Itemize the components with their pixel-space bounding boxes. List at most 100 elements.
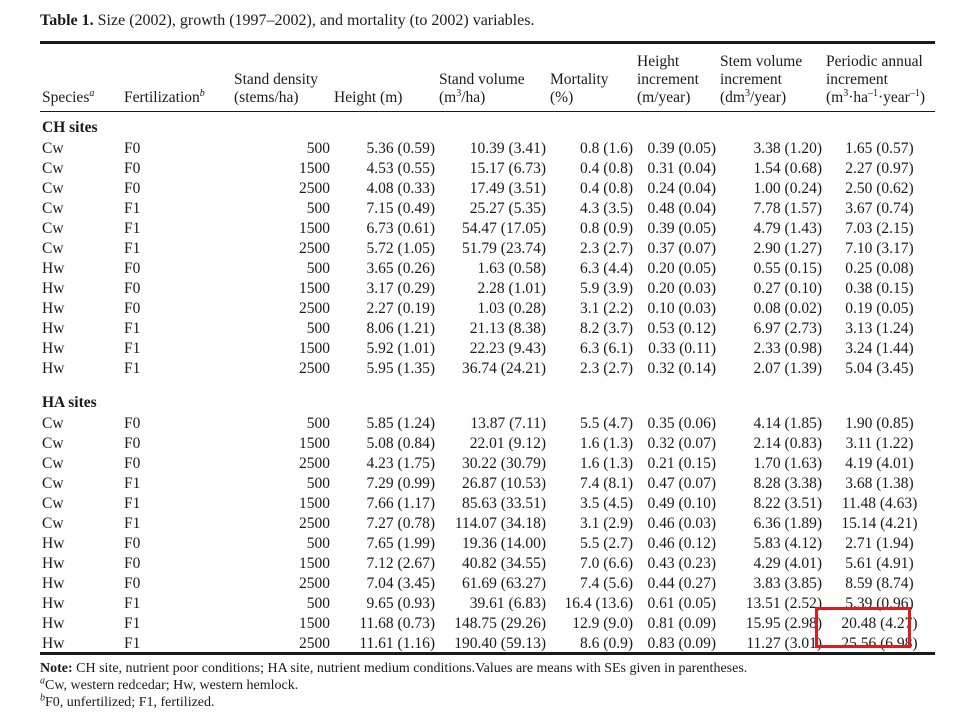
cell-height: 7.27 (0.78)	[366, 515, 435, 532]
cell-stand-density: 2500	[299, 360, 330, 377]
col-species: Speciesa	[42, 87, 95, 106]
cell-stand-density: 500	[306, 320, 330, 337]
cell-mortality: 0.8 (0.9)	[580, 220, 633, 237]
table-row: Cw F1 2500 5.72 (1.05) 51.79 (23.74) 2.3 (2.7…	[40, 239, 935, 259]
table-row: Cw F1 1500 7.66 (1.17) 85.63 (33.51) 3.5 (4.5…	[40, 494, 935, 514]
footnote-b: bF0, unfertilized; F1, fertilized.	[40, 692, 215, 710]
cell-height-increment: 0.32 (0.07)	[647, 435, 716, 452]
table-row: Cw F0 500 5.36 (0.59) 10.39 (3.41) 0.8 (1.6) 0…	[40, 139, 935, 159]
cell-species: Hw	[42, 280, 65, 297]
table-row: Cw F1 500 7.15 (0.49) 25.27 (5.35) 4.3 (3.5) 0…	[40, 199, 935, 219]
cell-height-increment: 0.21 (0.15)	[647, 455, 716, 472]
cell-fertilization: F0	[124, 415, 141, 432]
cell-stand-volume: 36.74 (24.21)	[462, 360, 546, 377]
cell-stand-density: 2500	[299, 635, 330, 652]
cell-stem-volume-increment: 4.29 (4.01)	[753, 555, 822, 572]
cell-stem-volume-increment: 7.78 (1.57)	[753, 200, 822, 217]
cell-height-increment: 0.47 (0.07)	[647, 475, 716, 492]
cell-fertilization: F0	[124, 260, 141, 277]
cell-stand-density: 500	[306, 595, 330, 612]
cell-fertilization: F0	[124, 180, 141, 197]
cell-height: 5.08 (0.84)	[366, 435, 435, 452]
cell-mortality: 5.5 (2.7)	[580, 535, 633, 552]
cell-fertilization: F0	[124, 455, 141, 472]
cell-stem-volume-increment: 13.51 (2.52)	[745, 595, 822, 612]
cell-periodic-annual-increment: 2.50 (0.62)	[845, 180, 914, 197]
cell-height-increment: 0.32 (0.14)	[647, 360, 716, 377]
cell-fertilization: F1	[124, 595, 141, 612]
section-header-row: HA sites	[40, 385, 935, 414]
cell-mortality: 5.5 (4.7)	[580, 415, 633, 432]
cell-species: Cw	[42, 515, 64, 532]
cell-height-increment: 0.20 (0.03)	[647, 280, 716, 297]
cell-fertilization: F1	[124, 475, 141, 492]
cell-periodic-annual-increment: 3.11 (1.22)	[845, 435, 914, 452]
cell-species: Hw	[42, 635, 65, 652]
cell-stand-volume: 10.39 (3.41)	[469, 140, 546, 157]
col-stem-volume-increment: Stem volume increment (dm3/year)	[720, 53, 803, 106]
cell-stand-volume: 30.22 (30.79)	[462, 455, 546, 472]
cell-height: 7.29 (0.99)	[366, 475, 435, 492]
cell-stand-volume: 26.87 (10.53)	[462, 475, 546, 492]
table-row: Hw F1 1500 5.92 (1.01) 22.23 (9.43) 6.3 (6.1)…	[40, 339, 935, 359]
table-row: Hw F0 1500 7.12 (2.67) 40.82 (34.55) 7.0 (6.6…	[40, 554, 935, 574]
cell-mortality: 5.9 (3.9)	[580, 280, 633, 297]
cell-fertilization: F1	[124, 515, 141, 532]
cell-stem-volume-increment: 6.97 (2.73)	[753, 320, 822, 337]
section-header-row: CH sites	[40, 110, 935, 139]
footnote-a: aCw, western redcedar; Hw, western hemlo…	[40, 675, 299, 693]
cell-height: 4.23 (1.75)	[366, 455, 435, 472]
cell-periodic-annual-increment: 3.13 (1.24)	[845, 320, 914, 337]
cell-species: Cw	[42, 180, 64, 197]
cell-stand-volume: 51.79 (23.74)	[462, 240, 546, 257]
cell-height: 7.04 (3.45)	[366, 575, 435, 592]
cell-mortality: 8.6 (0.9)	[580, 635, 633, 652]
cell-species: Hw	[42, 535, 65, 552]
col-height: Height (m)	[334, 89, 403, 106]
cell-height: 7.15 (0.49)	[366, 200, 435, 217]
cell-height-increment: 0.39 (0.05)	[647, 140, 716, 157]
cell-fertilization: F0	[124, 140, 141, 157]
cell-fertilization: F1	[124, 635, 141, 652]
table-row: Hw F0 500 7.65 (1.99) 19.36 (14.00) 5.5 (2.7)…	[40, 534, 935, 554]
cell-stand-volume: 54.47 (17.05)	[462, 220, 546, 237]
cell-fertilization: F1	[124, 200, 141, 217]
cell-height-increment: 0.24 (0.04)	[647, 180, 716, 197]
cell-height: 5.36 (0.59)	[366, 140, 435, 157]
cell-height: 7.12 (2.67)	[366, 555, 435, 572]
cell-height-increment: 0.49 (0.10)	[647, 495, 716, 512]
cell-species: Hw	[42, 575, 65, 592]
cell-stand-density: 1500	[299, 495, 330, 512]
table-notes: Note: CH site, nutrient poor conditions;…	[40, 660, 747, 711]
cell-stand-density: 500	[306, 200, 330, 217]
cell-stand-volume: 148.75 (29.26)	[454, 615, 546, 632]
cell-periodic-annual-increment: 1.90 (0.85)	[845, 415, 914, 432]
cell-stand-density: 2500	[299, 180, 330, 197]
table-row: Hw F1 2500 5.95 (1.35) 36.74 (24.21) 2.3 (2.7…	[40, 359, 935, 379]
cell-stand-volume: 1.03 (0.28)	[477, 300, 546, 317]
cell-mortality: 1.6 (1.3)	[580, 455, 633, 472]
cell-stand-density: 1500	[299, 340, 330, 357]
cell-fertilization: F0	[124, 280, 141, 297]
cell-stand-volume: 1.63 (0.58)	[477, 260, 546, 277]
cell-stand-density: 2500	[299, 515, 330, 532]
cell-mortality: 3.1 (2.9)	[580, 515, 633, 532]
cell-height: 11.68 (0.73)	[359, 615, 435, 632]
table-row: Cw F0 2500 4.23 (1.75) 30.22 (30.79) 1.6 (1.3…	[40, 454, 935, 474]
cell-species: Cw	[42, 435, 64, 452]
cell-height: 11.61 (1.16)	[359, 635, 435, 652]
cell-stem-volume-increment: 0.27 (0.10)	[753, 280, 822, 297]
cell-stem-volume-increment: 1.54 (0.68)	[753, 160, 822, 177]
cell-mortality: 7.0 (6.6)	[580, 555, 633, 572]
cell-fertilization: F0	[124, 160, 141, 177]
cell-stem-volume-increment: 0.08 (0.02)	[753, 300, 822, 317]
cell-stem-volume-increment: 4.79 (1.43)	[753, 220, 822, 237]
cell-stem-volume-increment: 2.90 (1.27)	[753, 240, 822, 257]
cell-species: Cw	[42, 495, 64, 512]
cell-stand-volume: 61.69 (63.27)	[462, 575, 546, 592]
cell-fertilization: F0	[124, 535, 141, 552]
cell-species: Cw	[42, 240, 64, 257]
cell-species: Hw	[42, 340, 65, 357]
cell-periodic-annual-increment: 2.27 (0.97)	[845, 160, 914, 177]
cell-height: 2.27 (0.19)	[366, 300, 435, 317]
